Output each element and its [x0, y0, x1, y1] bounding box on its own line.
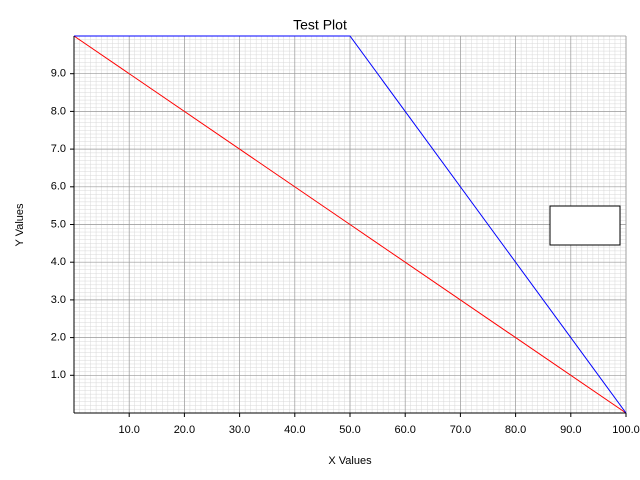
y-tick-label: 6.0: [51, 181, 66, 193]
y-tick-label: 2.0: [51, 332, 66, 344]
chart-title: Test Plot: [293, 17, 347, 33]
legend-box: [549, 205, 621, 246]
x-tick-label: 40.0: [284, 424, 305, 436]
series-line: [73, 35, 627, 414]
x-tick-label: 50.0: [339, 424, 360, 436]
x-tick-label: 20.0: [174, 424, 195, 436]
y-tick-label: 5.0: [51, 218, 66, 230]
x-tick-label: 90.0: [560, 424, 581, 436]
x-tick-label: 30.0: [229, 424, 250, 436]
y-tick-label: 8.0: [51, 105, 66, 117]
y-tick-label: 1.0: [51, 369, 66, 381]
x-tick-label: 70.0: [450, 424, 471, 436]
x-axis-label: X Values: [328, 455, 372, 467]
x-tick-label: 100.0: [612, 424, 640, 436]
plot-lines: [73, 35, 627, 414]
x-tick-label: 80.0: [505, 424, 526, 436]
y-tick-label: 3.0: [51, 294, 66, 306]
y-tick-label: 7.0: [51, 143, 66, 155]
x-tick-label: 60.0: [394, 424, 415, 436]
y-tick-label: 4.0: [51, 256, 66, 268]
y-axis-label: Y Values: [14, 203, 26, 247]
y-tick-label: 9.0: [51, 68, 66, 80]
series-line: [74, 35, 627, 414]
x-tick-label: 10.0: [118, 424, 139, 436]
